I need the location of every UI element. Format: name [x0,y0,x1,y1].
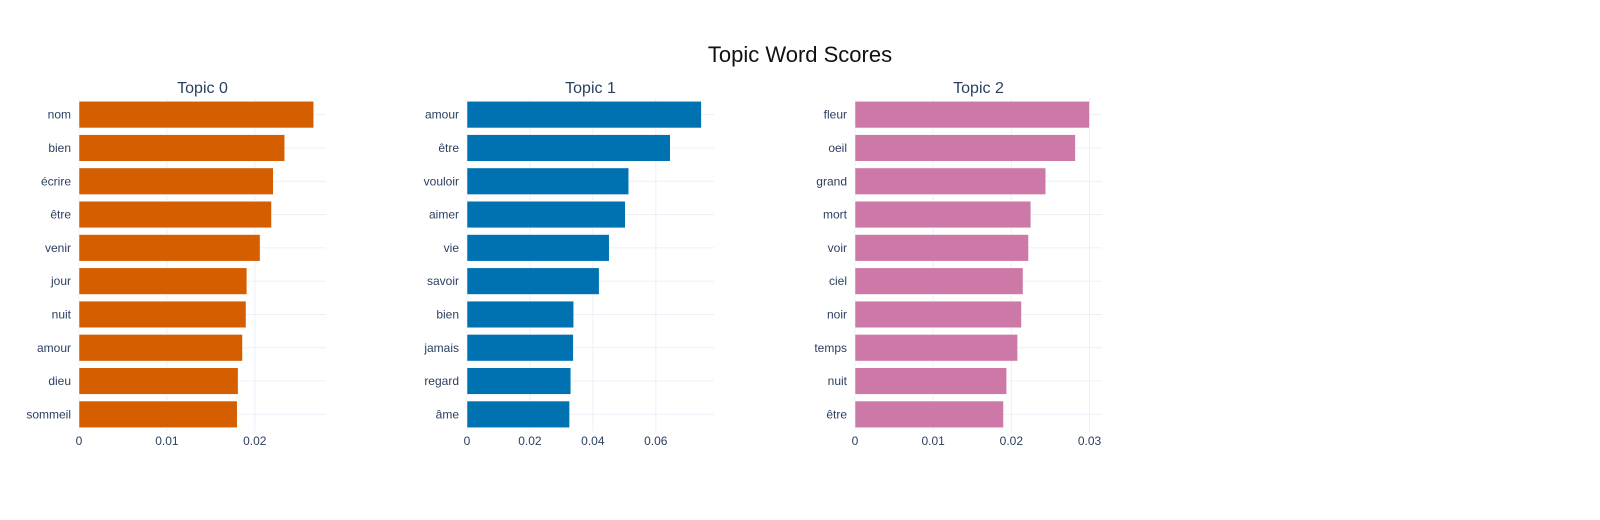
y-tick-label: jour [50,274,71,288]
y-tick-label: savoir [427,274,459,288]
y-tick-label: bien [48,141,71,155]
bar-nuit [78,300,247,329]
bar-être [854,400,1004,428]
panel-title: Topic 0 [177,80,228,97]
x-tick-label: 0 [464,434,471,448]
bar-vouloir [466,167,629,195]
x-tick-label: 0.02 [518,434,542,448]
y-tick-label: noir [827,307,847,321]
bar-être [466,134,671,162]
bar-mort [854,200,1032,229]
bar-dieu [78,367,239,395]
topic-panel-2: Topic 2 fleur oeil grand mort voir ciel noir tem… [814,80,1102,448]
bar-âme [466,400,570,428]
bar-vie [466,234,610,262]
bar-aimer [466,200,626,229]
y-tick-label: ciel [829,274,847,288]
bar-voir [854,234,1029,262]
bar-nom [78,101,314,129]
topic-panel-1: Topic 1 amour être vouloir aimer vie savoir bie… [423,80,714,448]
y-tick-label: vie [444,241,460,255]
x-tick-label: 0.04 [581,434,605,448]
y-tick-label: regard [424,374,459,388]
bar-grand [854,167,1046,195]
y-tick-label: nuit [52,307,72,321]
bar-amour [78,334,243,362]
x-tick-label: 0.02 [243,434,267,448]
y-tick-label: âme [436,407,460,421]
y-tick-label: être [826,407,847,421]
x-tick-label: 0.06 [644,434,668,448]
bar-noir [854,300,1022,329]
bar-oeil [854,134,1076,162]
y-tick-label: oeil [828,141,847,155]
panel-title: Topic 2 [953,80,1004,97]
topic-panel-0: Topic 0 nom bien écrire être venir jour nuit amo… [26,80,326,448]
bar-savoir [466,267,600,295]
y-tick-label: vouloir [424,174,459,188]
y-tick-label: voir [828,241,847,255]
y-tick-label: fleur [824,108,847,122]
y-tick-label: dieu [48,374,71,388]
y-tick-label: nom [48,108,71,122]
bar-amour [466,101,702,129]
bar-jour [78,267,248,295]
x-tick-label: 0.02 [1000,434,1024,448]
x-tick-label: 0 [852,434,859,448]
x-tick-label: 0.01 [155,434,179,448]
bar-ciel [854,267,1024,295]
bar-être [78,200,272,229]
chart-title: Topic Word Scores [707,42,893,67]
y-tick-label: amour [425,108,459,122]
y-tick-label: jamais [423,341,459,355]
bar-écrire [78,167,274,195]
x-tick-label: 0 [76,434,83,448]
y-tick-label: sommeil [26,407,71,421]
bar-temps [854,334,1018,362]
y-tick-label: nuit [828,374,848,388]
bar-jamais [466,334,574,362]
bar-nuit [854,367,1007,395]
x-tick-label: 0.03 [1078,434,1102,448]
bar-sommeil [78,400,238,428]
y-tick-label: mort [823,208,848,222]
bar-bien [78,134,285,162]
y-tick-label: bien [436,307,459,321]
panel-title: Topic 1 [565,80,616,97]
y-tick-label: être [50,208,71,222]
y-tick-label: être [438,141,459,155]
x-tick-label: 0.01 [921,434,945,448]
y-tick-label: grand [816,174,847,188]
y-tick-label: amour [37,341,71,355]
y-tick-label: venir [45,241,71,255]
y-tick-label: temps [814,341,847,355]
y-tick-label: aimer [429,208,459,222]
bar-venir [78,234,261,262]
y-tick-label: écrire [41,174,71,188]
bar-regard [466,367,572,395]
bar-fleur [854,101,1090,129]
bar-bien [466,300,574,329]
